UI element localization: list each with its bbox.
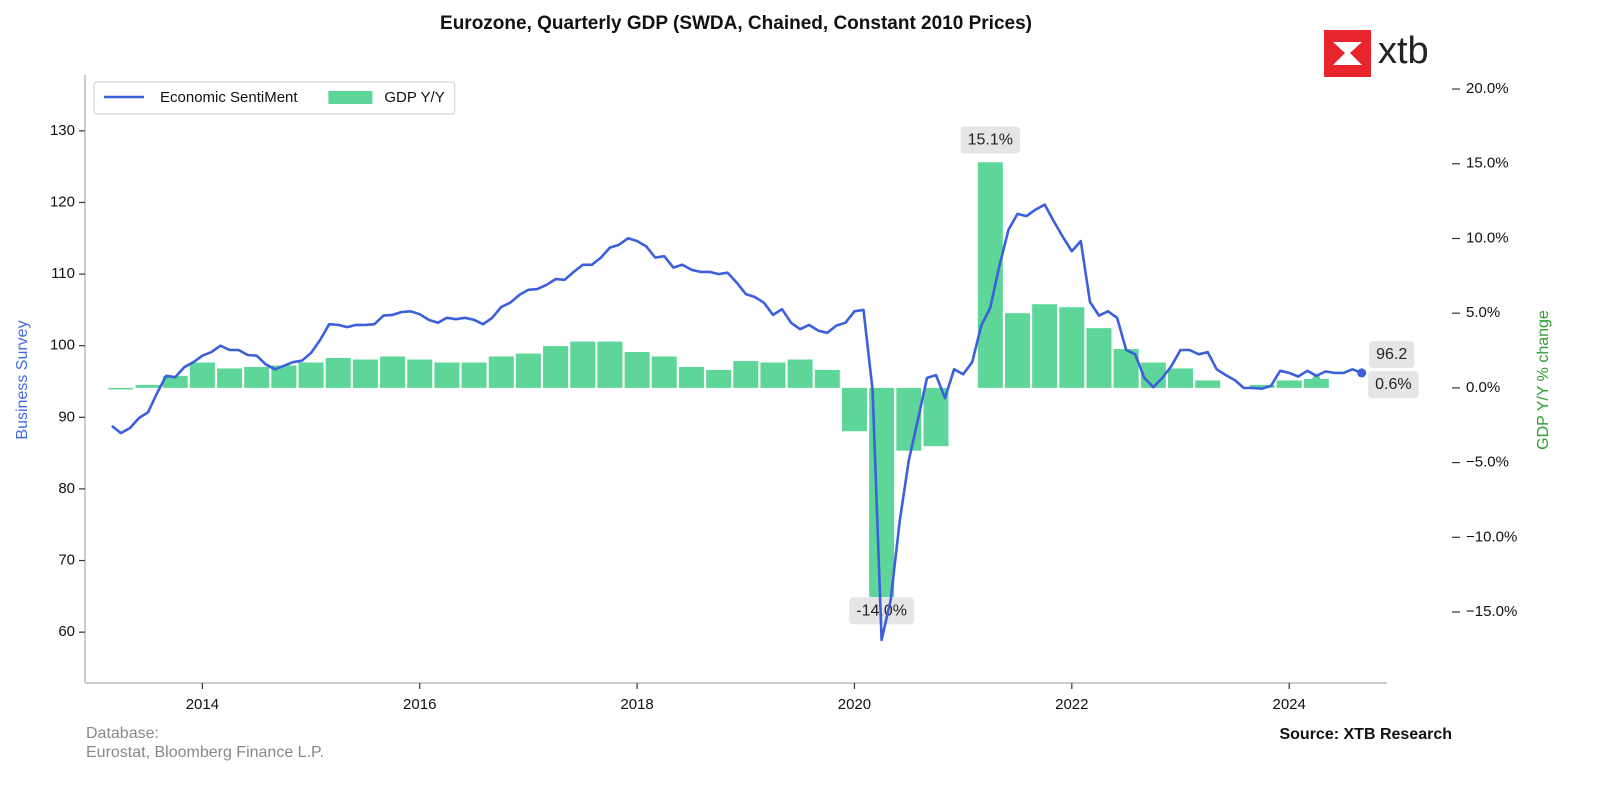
y-tick-label: 80 xyxy=(58,480,75,497)
y2-tick-label: 10.0% xyxy=(1466,229,1509,246)
y2-tick-label: 20.0% xyxy=(1466,80,1509,97)
legend: Economic SentiMent GDP Y/Y xyxy=(93,81,456,115)
line xyxy=(110,203,1363,642)
x-tick-label: 2020 xyxy=(838,696,871,713)
bar xyxy=(651,356,677,388)
y-tick-label: 100 xyxy=(50,337,75,354)
bar xyxy=(814,369,840,388)
bar xyxy=(733,360,759,388)
end-marker xyxy=(1312,374,1321,383)
bar xyxy=(1059,307,1085,388)
bar xyxy=(1276,380,1302,388)
bar xyxy=(244,366,270,388)
bar xyxy=(678,366,704,388)
data-label-box xyxy=(960,126,1021,154)
plot: -14.0%15.1%0.6%96.2 xyxy=(108,126,1419,642)
bar xyxy=(1168,368,1194,388)
bar xyxy=(1004,313,1030,388)
annotation: 0.6% xyxy=(1368,371,1419,399)
bar xyxy=(787,359,813,388)
bar xyxy=(1303,378,1329,388)
y2-axis-label: GDP Y/Y % change xyxy=(1535,310,1552,450)
bar xyxy=(380,356,406,388)
bar xyxy=(217,368,243,388)
bar xyxy=(1195,380,1221,388)
source: Source: XTB Research xyxy=(1279,726,1452,743)
annotation: 15.1% xyxy=(960,126,1021,154)
bar xyxy=(760,362,786,388)
legend-box xyxy=(93,81,456,115)
x-tick-label: 2016 xyxy=(403,696,436,713)
y-tick-label: 130 xyxy=(50,122,75,139)
bar xyxy=(1140,362,1166,388)
logo: xtb xyxy=(1324,30,1429,77)
y2-tick-label: 0.0% xyxy=(1466,379,1500,396)
data-label-box xyxy=(1368,371,1419,399)
y-axis-label: Business Survey xyxy=(14,320,31,439)
bar xyxy=(407,359,433,388)
x-tick-label: 2022 xyxy=(1055,696,1088,713)
y2-tick-label: −10.0% xyxy=(1466,528,1517,545)
y-tick-label: 120 xyxy=(50,193,75,210)
y2-tick-label: 15.0% xyxy=(1466,155,1509,172)
bar xyxy=(515,353,541,388)
bar xyxy=(543,346,569,388)
bar xyxy=(271,365,297,388)
y-tick-label: 90 xyxy=(58,408,75,425)
y-tick-label: 110 xyxy=(51,265,75,282)
y2-tick-label: −15.0% xyxy=(1466,603,1517,620)
bar xyxy=(1032,304,1058,388)
bar xyxy=(189,362,215,388)
bar xyxy=(352,359,378,388)
footnote: Database: xyxy=(86,725,159,742)
logo-text: xtb xyxy=(1378,30,1429,72)
y2-tick-label: 5.0% xyxy=(1466,304,1500,321)
legend-label: GDP Y/Y xyxy=(384,89,444,106)
bar xyxy=(488,356,514,388)
bar xyxy=(1249,384,1275,388)
bar xyxy=(434,362,460,388)
footnote: Eurostat, Bloomberg Finance L.P. xyxy=(86,744,324,761)
x-tick-label: 2014 xyxy=(186,696,219,713)
bar xyxy=(1086,328,1112,388)
bar xyxy=(977,162,1003,388)
legend-label: Economic SentiMent xyxy=(160,89,298,106)
bar xyxy=(597,341,623,388)
bar xyxy=(706,369,732,388)
annotation: 96.2 xyxy=(1369,341,1415,369)
bar xyxy=(162,375,188,388)
bar xyxy=(298,362,324,388)
data-label-box xyxy=(1369,341,1415,369)
chart-title: Eurozone, Quarterly GDP (SWDA, Chained, … xyxy=(440,13,1032,34)
x-tick-label: 2018 xyxy=(620,696,653,713)
bar xyxy=(624,352,650,388)
y2-tick-label: −5.0% xyxy=(1466,454,1509,471)
logo-x xyxy=(1333,42,1362,65)
y-tick-label: 70 xyxy=(58,552,75,569)
bar xyxy=(108,387,134,390)
bar xyxy=(325,358,351,388)
data-label: 96.2 xyxy=(1376,346,1407,363)
y-tick-label: 60 xyxy=(58,623,75,640)
data-label: 15.1% xyxy=(968,131,1013,148)
bar xyxy=(135,384,161,388)
data-label: 0.6% xyxy=(1375,376,1411,393)
x-tick-label: 2024 xyxy=(1272,696,1305,713)
end-marker xyxy=(1357,368,1367,378)
bar xyxy=(841,387,867,432)
legend-swatch xyxy=(328,91,373,104)
bar xyxy=(461,362,487,388)
bar xyxy=(570,341,596,388)
